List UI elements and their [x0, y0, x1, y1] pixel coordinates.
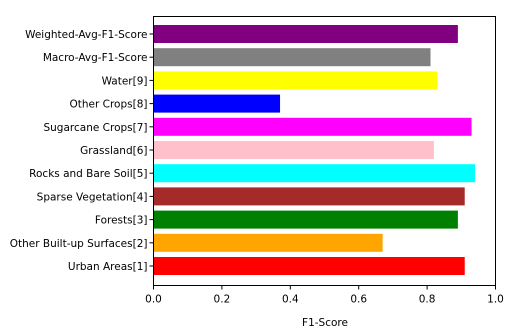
bar-rocks-and-bare-soil-5	[153, 164, 475, 183]
plot-frame	[153, 16, 496, 286]
bar-other-built-up-surfaces-2	[153, 233, 383, 252]
x-tick-label: 0.0	[145, 294, 162, 306]
y-tick-label: Grassland[6]	[80, 145, 147, 157]
y-tick-label: Water[9]	[102, 75, 148, 87]
x-tick-label: 0.4	[282, 294, 299, 306]
bar-forests-3	[153, 210, 458, 229]
y-tick-label: Sugarcane Crops[7]	[43, 122, 147, 134]
y-tick-label: Other Built-up Surfaces[2]	[10, 238, 148, 250]
bar-sugarcane-crops-7	[153, 117, 472, 136]
x-axis-ticks: 0.0 0.2 0.4 0.6 0.8 1.0	[145, 285, 504, 306]
y-tick-label: Urban Areas[1]	[68, 261, 148, 273]
y-tick-label: Macro-Avg-F1-Score	[43, 52, 148, 64]
y-tick-label: Other Crops[8]	[69, 99, 147, 111]
x-axis-title: F1-Score	[302, 317, 348, 329]
y-tick-label: Forests[3]	[95, 215, 148, 227]
x-tick-label: 0.8	[419, 294, 436, 306]
y-axis-ticks: Urban Areas[1] Other Built-up Surfaces[2]…	[10, 29, 154, 273]
bar-urban-areas-1	[153, 257, 465, 275]
y-tick-label: Weighted-Avg-F1-Score	[25, 29, 147, 41]
bar-grassland-6	[153, 141, 434, 159]
y-tick-label: Rocks and Bare Soil[5]	[29, 168, 147, 180]
bar-water-9	[153, 71, 438, 90]
x-tick-label: 0.2	[214, 294, 231, 306]
bar-macro-avg-f1-score	[153, 48, 431, 67]
bar-group	[153, 25, 475, 275]
y-tick-label: Sparse Vegetation[4]	[37, 191, 148, 203]
bar-other-crops-8	[153, 94, 281, 113]
x-tick-label: 1.0	[487, 294, 504, 306]
bar-sparse-vegetation-4	[153, 187, 465, 206]
x-tick-label: 0.6	[350, 294, 367, 306]
bar-weighted-avg-f1-score	[153, 25, 458, 43]
